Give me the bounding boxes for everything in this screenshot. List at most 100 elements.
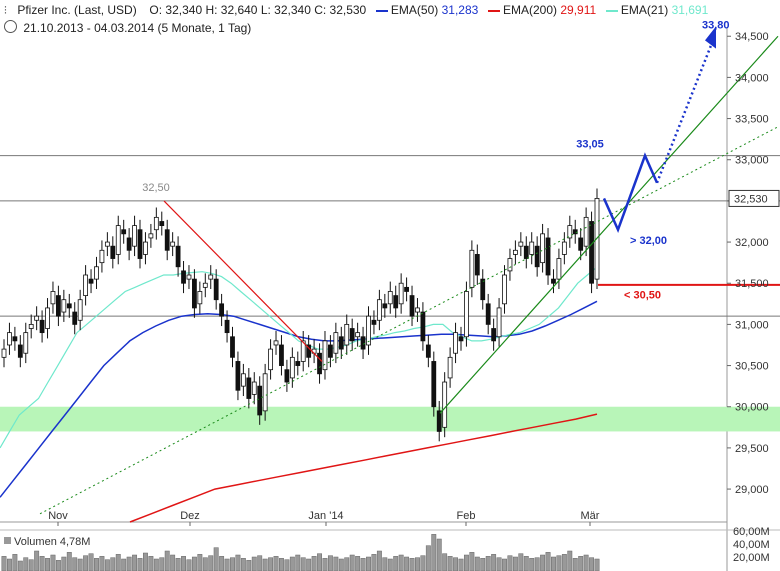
volume-bar — [6, 558, 12, 571]
volume-bar — [28, 559, 34, 571]
candle-body — [94, 266, 99, 280]
volume-bar — [529, 558, 535, 571]
candle-body — [529, 241, 535, 255]
candle-body — [518, 241, 524, 247]
volume-bar — [409, 558, 415, 571]
volume-bar — [583, 554, 589, 571]
projection-dotted — [655, 39, 715, 184]
volume-bar — [284, 559, 290, 571]
candle-body — [431, 361, 437, 408]
volume-bar — [88, 553, 94, 571]
candle-body — [469, 249, 475, 288]
candle-body — [436, 410, 442, 432]
volume-bar — [191, 556, 197, 571]
candle-body — [295, 361, 301, 366]
x-axis: Nov Dez Jan '14 Feb Mär — [48, 510, 600, 526]
candle-body — [17, 344, 23, 358]
volume-bar — [431, 534, 437, 571]
volume-bar — [523, 556, 529, 571]
x-tick-label-0: Nov — [48, 510, 68, 522]
volume-bar — [289, 556, 295, 571]
volume-bar — [366, 556, 371, 571]
volume-bar — [594, 558, 600, 571]
dotted-trend-line — [39, 126, 779, 515]
candle-body — [240, 373, 246, 387]
volume-bar — [306, 558, 312, 571]
candle-body — [496, 307, 502, 338]
trendlines — [39, 26, 780, 515]
volume-bar — [458, 558, 464, 571]
candle-body — [453, 332, 458, 354]
candle-body — [322, 340, 328, 371]
volume-bar — [502, 558, 507, 571]
target-label: 33,05 — [576, 139, 604, 151]
volume-bar — [376, 550, 382, 571]
volume-bar — [496, 557, 502, 571]
candle-body — [474, 254, 480, 276]
volume-bar — [39, 556, 45, 571]
ema200-line — [129, 413, 598, 523]
y-tick-label-0: 29,000 — [735, 484, 769, 496]
y-tick-label-10: 34,000 — [735, 72, 769, 84]
high-label: 32,50 — [142, 182, 170, 194]
volume-bar — [300, 557, 306, 571]
volume-tick-label-1: 40,00M — [733, 539, 770, 551]
ema21-label: EMA(21) — [620, 3, 669, 17]
volume-tick-label-2: 20,00M — [733, 552, 770, 564]
candle-body — [164, 229, 170, 251]
y-tick-label-4: 31,000 — [735, 319, 769, 331]
volume-bar — [317, 553, 322, 571]
volume-bar — [126, 556, 132, 571]
volume-bar — [208, 555, 214, 571]
volume-bar — [480, 558, 486, 571]
y-tick-label-1: 29,500 — [735, 443, 769, 455]
candle-body — [34, 315, 40, 321]
volume-bar — [23, 557, 29, 571]
volume-bar — [420, 555, 426, 571]
candle-body — [480, 278, 486, 301]
volume-bar — [382, 557, 388, 571]
y-tick-label-11: 34,500 — [735, 31, 769, 43]
candle-body — [317, 352, 322, 375]
volume-bar — [333, 556, 339, 571]
candle-body — [99, 249, 105, 264]
volume-bar — [224, 558, 230, 571]
x-tick-label-4: Mär — [581, 510, 600, 522]
candle-body — [235, 361, 241, 391]
volume-bar — [240, 558, 246, 571]
candle-body — [523, 245, 529, 259]
candle-body — [246, 377, 252, 399]
candle-body — [273, 340, 279, 346]
candle-body — [126, 237, 132, 251]
volume-bar — [12, 554, 18, 571]
candle-body — [512, 249, 518, 255]
volume-bar — [83, 555, 89, 571]
volume-bar — [115, 554, 121, 571]
volume-bar — [219, 556, 225, 571]
ema200-label: EMA(200) — [503, 3, 558, 17]
clock-icon — [4, 20, 17, 33]
volume-bar — [491, 554, 497, 571]
candle-body — [251, 381, 257, 395]
candle-body — [224, 319, 230, 334]
volume-bar — [1, 556, 7, 571]
ema50-line — [0, 300, 598, 498]
volume-label: Volumen 4,78M — [14, 536, 90, 548]
volume-bar — [34, 550, 40, 571]
candle-body — [1, 348, 7, 358]
volume-bar — [393, 556, 399, 571]
candle-body — [45, 307, 50, 329]
volume-bar — [447, 556, 453, 571]
candle-body — [50, 291, 56, 305]
volume-bar — [121, 558, 127, 571]
candle-body — [208, 274, 214, 280]
ema21-value: 31,691 — [671, 3, 709, 17]
volume-bar — [415, 557, 420, 571]
volume-bar — [246, 560, 252, 571]
volume-bar — [485, 556, 491, 571]
y-tick-label-5: 31,500 — [735, 278, 769, 290]
volume-bar — [512, 556, 518, 571]
support-zone — [0, 406, 780, 432]
volume-bar — [518, 553, 524, 571]
y-tick-label-2: 30,000 — [735, 402, 769, 414]
